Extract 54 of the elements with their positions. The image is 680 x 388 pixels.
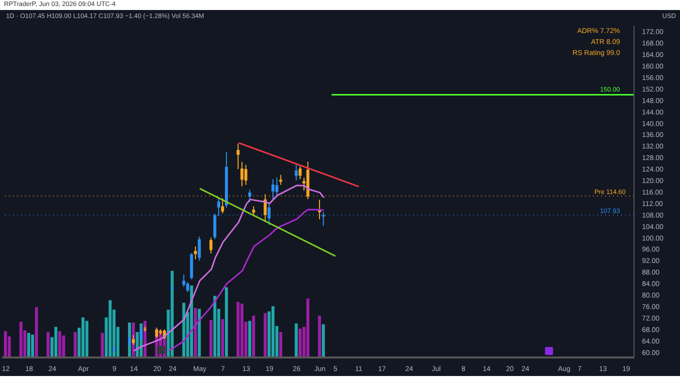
bar	[58, 331, 62, 357]
bar	[322, 324, 325, 357]
bar	[213, 296, 216, 357]
candlestick	[268, 202, 271, 226]
bar	[194, 308, 197, 357]
line-series	[168, 208, 325, 352]
bar	[19, 322, 22, 357]
bar	[190, 286, 194, 357]
bar	[236, 302, 240, 357]
bar	[74, 332, 77, 357]
bar	[46, 332, 50, 357]
bar	[252, 316, 256, 357]
bar	[54, 326, 58, 357]
bar	[224, 287, 228, 357]
bar	[271, 306, 274, 357]
candlestick	[322, 212, 325, 226]
candlestick	[275, 177, 278, 197]
candlestick	[209, 237, 212, 254]
candlestick	[240, 161, 244, 187]
bar	[221, 319, 224, 357]
bar	[62, 335, 66, 357]
bar	[108, 300, 112, 357]
candlestick	[198, 236, 201, 262]
bar	[100, 332, 104, 357]
bar	[298, 328, 302, 357]
bar	[248, 320, 252, 357]
bar	[294, 323, 298, 357]
candlestick	[182, 274, 186, 288]
candlestick	[248, 189, 252, 203]
bar	[34, 307, 38, 357]
bar	[318, 316, 321, 357]
candlestick	[298, 166, 302, 180]
bar	[240, 304, 244, 357]
bar	[264, 313, 267, 357]
bar	[170, 270, 174, 357]
bar	[85, 320, 88, 357]
candlestick	[279, 174, 282, 186]
candlestick	[271, 178, 274, 200]
bar	[306, 298, 310, 357]
bar	[209, 320, 212, 357]
bar	[4, 331, 7, 357]
candlestick	[294, 163, 298, 182]
candlestick	[190, 252, 194, 280]
candlestick	[236, 143, 240, 170]
candlestick	[132, 334, 135, 346]
candlestick	[194, 246, 197, 260]
bar	[198, 308, 201, 357]
bar	[31, 334, 34, 357]
candlestick	[221, 198, 224, 214]
candlestick	[252, 206, 256, 217]
bar	[27, 332, 30, 357]
bar	[279, 332, 282, 357]
bar	[81, 317, 84, 357]
candlestick	[244, 164, 248, 186]
